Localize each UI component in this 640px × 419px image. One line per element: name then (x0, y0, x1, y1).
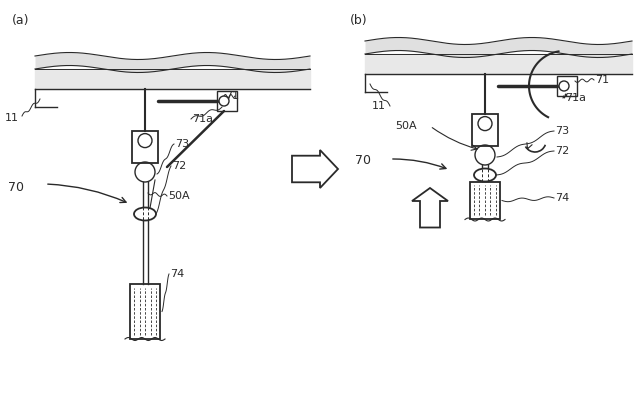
Bar (130, 284, 160, 339)
Text: 71a: 71a (565, 93, 586, 103)
Ellipse shape (134, 207, 156, 220)
Text: 74: 74 (170, 269, 184, 279)
Bar (217, 91, 237, 111)
Bar (557, 76, 577, 96)
Text: 72: 72 (172, 161, 186, 171)
Bar (132, 131, 158, 163)
Text: 11: 11 (372, 101, 386, 111)
Text: 50A: 50A (168, 191, 189, 201)
Text: 73: 73 (555, 126, 569, 136)
Text: 72: 72 (555, 146, 569, 156)
Text: (a): (a) (12, 14, 29, 27)
Text: 71a: 71a (192, 114, 213, 124)
Text: 71: 71 (595, 75, 609, 85)
Bar (470, 181, 500, 220)
Text: (b): (b) (350, 14, 367, 27)
Bar (472, 114, 498, 146)
Ellipse shape (474, 168, 496, 181)
Text: 70: 70 (355, 154, 371, 167)
Text: 73: 73 (175, 139, 189, 149)
Text: 71: 71 (225, 91, 239, 101)
Text: 11: 11 (5, 113, 19, 123)
Text: 50A: 50A (395, 121, 417, 131)
Text: 74: 74 (555, 193, 569, 203)
Text: 70: 70 (8, 181, 24, 194)
